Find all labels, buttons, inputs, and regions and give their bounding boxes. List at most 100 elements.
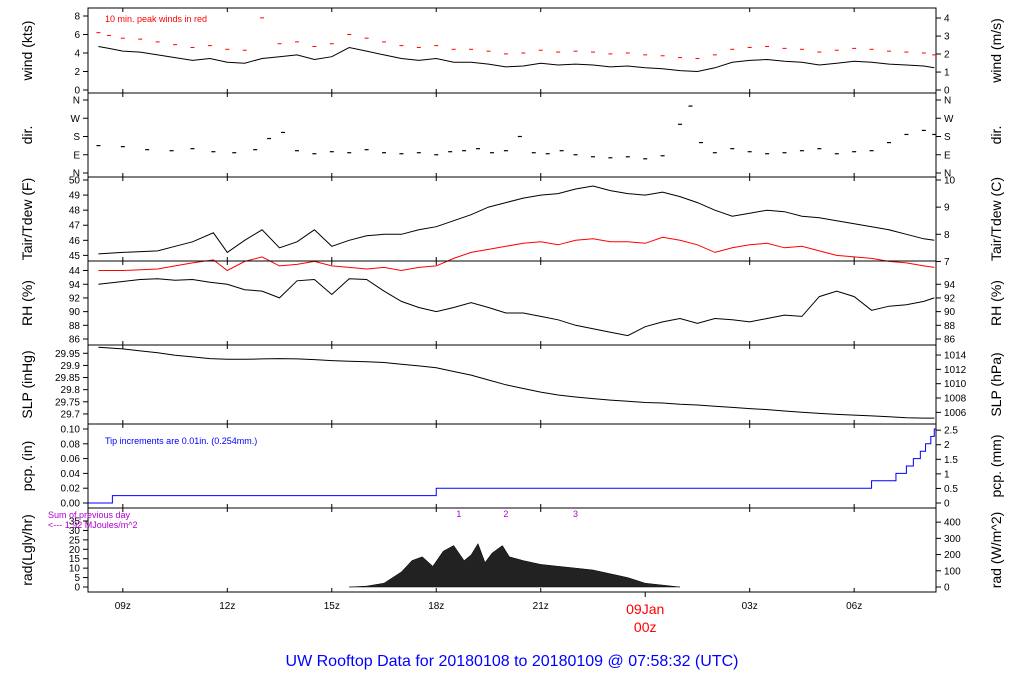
- x-tick-label: 12z: [219, 601, 235, 612]
- tick-label-left: 90: [69, 307, 81, 318]
- tick-label-right: 90: [944, 307, 956, 318]
- tick-label-left: 29.95: [55, 349, 80, 360]
- tick-label-left: N: [73, 96, 80, 107]
- tick-label-left: 0.06: [61, 454, 81, 465]
- series-line: [98, 185, 935, 255]
- tick-label-right: 1014: [944, 351, 967, 362]
- ylabel-left: RH (%): [19, 280, 35, 326]
- tick-label-right: E: [944, 150, 951, 161]
- x-tick-label: 09z: [115, 601, 131, 612]
- tick-label-left: 30: [69, 526, 81, 537]
- panel-rad: rad(Lgly/hr) rad (W/m^2)05101520253035010…: [19, 507, 1004, 594]
- radiation-area: [349, 543, 681, 588]
- tick-label-left: 0: [74, 86, 80, 97]
- tick-label-left: 0.02: [61, 484, 81, 495]
- tick-label-right: 2.5: [944, 426, 958, 437]
- radiation-marker: 2: [503, 509, 508, 519]
- tick-label-right: 2: [944, 440, 950, 451]
- tick-label-right: 200: [944, 550, 961, 561]
- tick-label-right: 1.5: [944, 455, 958, 466]
- panel-annotation: Tip increments are 0.01in. (0.254mm.): [105, 436, 257, 446]
- tick-label-right: 8: [944, 230, 950, 241]
- tick-label-left: 10: [69, 564, 81, 575]
- tick-label-left: 2: [74, 67, 80, 78]
- tick-label-left: 5: [74, 573, 80, 584]
- radiation-marker: 1: [456, 509, 461, 519]
- panel-frame: [87, 7, 937, 94]
- tick-label-left: E: [73, 150, 80, 161]
- ylabel-left: dir.: [19, 126, 35, 145]
- tick-label-right: 1: [944, 68, 950, 79]
- tick-label-left: 0.10: [61, 425, 81, 436]
- ylabel-right: wind (m/s): [988, 18, 1004, 84]
- radiation-annotation: <--- 1.92 MJoules/m^2: [48, 520, 138, 530]
- panel-frame: [87, 507, 937, 593]
- x-tick-label: 18z: [428, 601, 444, 612]
- tick-label-left: 0.08: [61, 439, 81, 450]
- ylabel-right: Tair/Tdew (C): [988, 177, 1004, 261]
- panel-wind: wind (kts) wind (m/s) 0 2 4 6 8 0 1 2 3 4 10 min. pe…: [19, 7, 1004, 97]
- tick-label-right: 0.5: [944, 484, 958, 495]
- tick-label-left: 48: [69, 206, 81, 217]
- day-label: 09Jan: [626, 601, 664, 617]
- tick-label-right: 88: [944, 321, 956, 332]
- tick-label-right: 300: [944, 534, 961, 545]
- series-line: [98, 46, 935, 73]
- tick-label-left: 35: [69, 517, 81, 528]
- tick-label-left: 47: [69, 221, 81, 232]
- tick-label-left: 45: [69, 251, 81, 262]
- tick-label-left: 86: [69, 335, 81, 346]
- tick-label-right: 9: [944, 203, 950, 214]
- tick-label-left: 50: [69, 176, 81, 187]
- tick-label-left: 25: [69, 535, 81, 546]
- tick-label-left: 46: [69, 236, 81, 247]
- radiation-marker: 3: [573, 509, 578, 519]
- panel-frame: [87, 260, 937, 346]
- tick-label-left: 29.8: [61, 385, 81, 396]
- x-tick-label: 15z: [324, 601, 340, 612]
- tick-label-left: S: [73, 132, 80, 143]
- tick-label-left: 15: [69, 554, 81, 565]
- tick-label-right: 7: [944, 257, 950, 268]
- tick-label-right: 1: [944, 469, 950, 480]
- tick-label-left: 92: [69, 293, 81, 304]
- tick-label-left: 8: [74, 12, 80, 23]
- ylabel-left: pcp. (in): [19, 441, 35, 492]
- ylabel-right: RH (%): [988, 280, 1004, 326]
- tick-label-right: 0: [944, 583, 950, 594]
- tick-label-left: 29.85: [55, 373, 80, 384]
- tick-label-right: 4: [944, 14, 950, 25]
- tick-label-right: 10: [944, 176, 956, 187]
- tick-label-left: 20: [69, 545, 81, 556]
- ylabel-left: rad(Lgly/hr): [19, 514, 35, 586]
- tick-label-right: N: [944, 169, 951, 180]
- panel-frame: [87, 92, 937, 178]
- x-tick-label: 21z: [533, 601, 549, 612]
- tick-label-right: 2: [944, 50, 950, 61]
- ylabel-right: SLP (hPa): [988, 352, 1004, 416]
- tick-label-left: 0.04: [61, 469, 81, 480]
- precip-step-line: [88, 428, 936, 504]
- tick-label-left: 49: [69, 191, 81, 202]
- tick-label-right: 1008: [944, 394, 967, 405]
- tick-label-right: 0: [944, 499, 950, 510]
- tick-label-right: 92: [944, 293, 956, 304]
- tick-label-right: 3: [944, 32, 950, 43]
- tick-label-right: 1010: [944, 379, 967, 390]
- tick-label-left: 4: [74, 49, 80, 60]
- day-sublabel: 00z: [634, 619, 657, 635]
- tick-label-left: 29.9: [61, 361, 81, 372]
- ylabel-right: dir.: [988, 126, 1004, 145]
- tick-label-left: 0.00: [61, 499, 81, 510]
- ylabel-right: pcp. (mm): [988, 435, 1004, 498]
- series-line: [98, 346, 935, 419]
- tick-label-left: 94: [69, 280, 81, 291]
- tick-label-right: 94: [944, 280, 956, 291]
- series-line: [98, 236, 935, 272]
- ylabel-left: wind (kts): [19, 21, 35, 82]
- chart-title: UW Rooftop Data for 20180108 to 20180109…: [286, 653, 739, 670]
- panel-frame: [87, 344, 937, 425]
- tick-label-right: N: [944, 96, 951, 107]
- tick-label-left: 44: [69, 266, 81, 277]
